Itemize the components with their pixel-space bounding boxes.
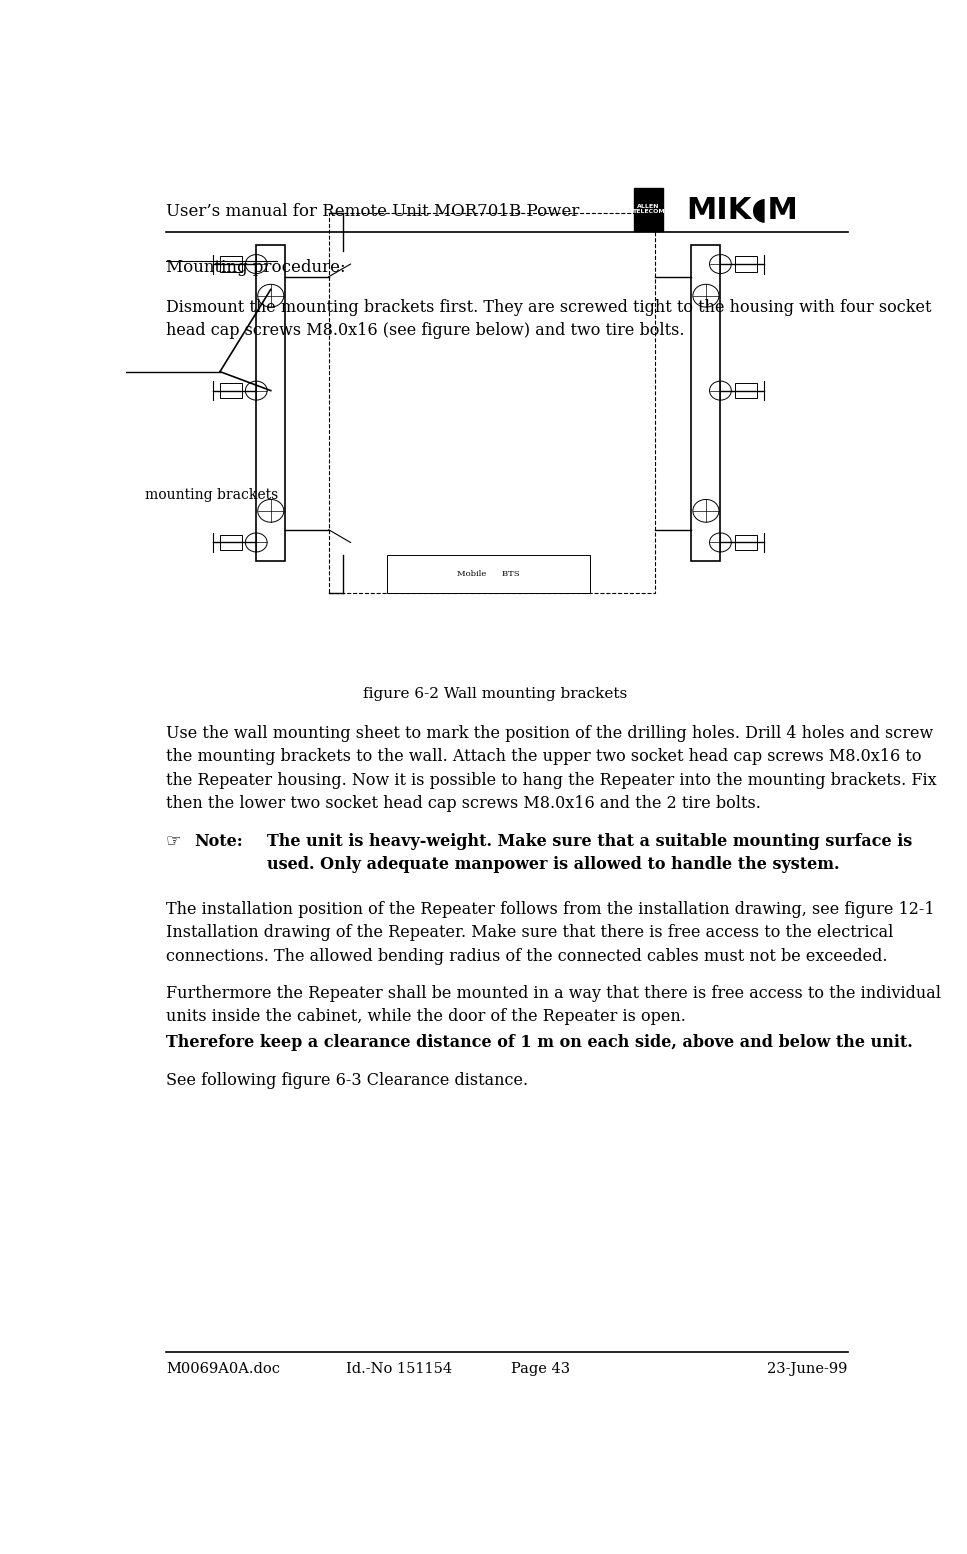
Text: Therefore keep a clearance distance of 1 m on each side, above and below the uni: Therefore keep a clearance distance of 1…	[166, 1033, 913, 1051]
Text: mounting brackets: mounting brackets	[145, 488, 278, 502]
Text: MIK◖M: MIK◖M	[687, 194, 799, 224]
Text: Page 43: Page 43	[511, 1361, 570, 1375]
Text: 23-June-99: 23-June-99	[768, 1361, 848, 1375]
Text: Mobile      BTS: Mobile BTS	[457, 570, 519, 578]
Text: Mounting procedure:: Mounting procedure:	[166, 260, 345, 277]
Text: Id.-No 151154: Id.-No 151154	[346, 1361, 452, 1375]
Text: The unit is heavy-weight. Make sure that a suitable mounting surface is
used. On: The unit is heavy-weight. Make sure that…	[267, 833, 912, 873]
Text: Note:: Note:	[194, 833, 243, 850]
Polygon shape	[387, 555, 590, 594]
Text: Furthermore the Repeater shall be mounted in a way that there is free access to : Furthermore the Repeater shall be mounte…	[166, 985, 941, 1026]
Text: ALLEN
TELECOM: ALLEN TELECOM	[632, 204, 665, 214]
Text: Use the wall mounting sheet to mark the position of the drilling holes. Drill 4 : Use the wall mounting sheet to mark the …	[166, 724, 936, 813]
Text: Dismount the mounting brackets first. They are screwed tight to the housing with: Dismount the mounting brackets first. Th…	[166, 298, 931, 339]
Text: figure 6-2 Wall mounting brackets: figure 6-2 Wall mounting brackets	[364, 687, 628, 701]
Text: The installation position of the Repeater follows from the installation drawing,: The installation position of the Repeate…	[166, 901, 934, 965]
Text: ☞: ☞	[166, 833, 182, 850]
Bar	[634, 188, 662, 230]
Text: M0069A0A.doc: M0069A0A.doc	[166, 1361, 279, 1375]
Text: See following figure 6-3 Clearance distance.: See following figure 6-3 Clearance dista…	[166, 1072, 528, 1089]
Text: User’s manual for Remote Unit MOR701B Power: User’s manual for Remote Unit MOR701B Po…	[166, 204, 579, 221]
